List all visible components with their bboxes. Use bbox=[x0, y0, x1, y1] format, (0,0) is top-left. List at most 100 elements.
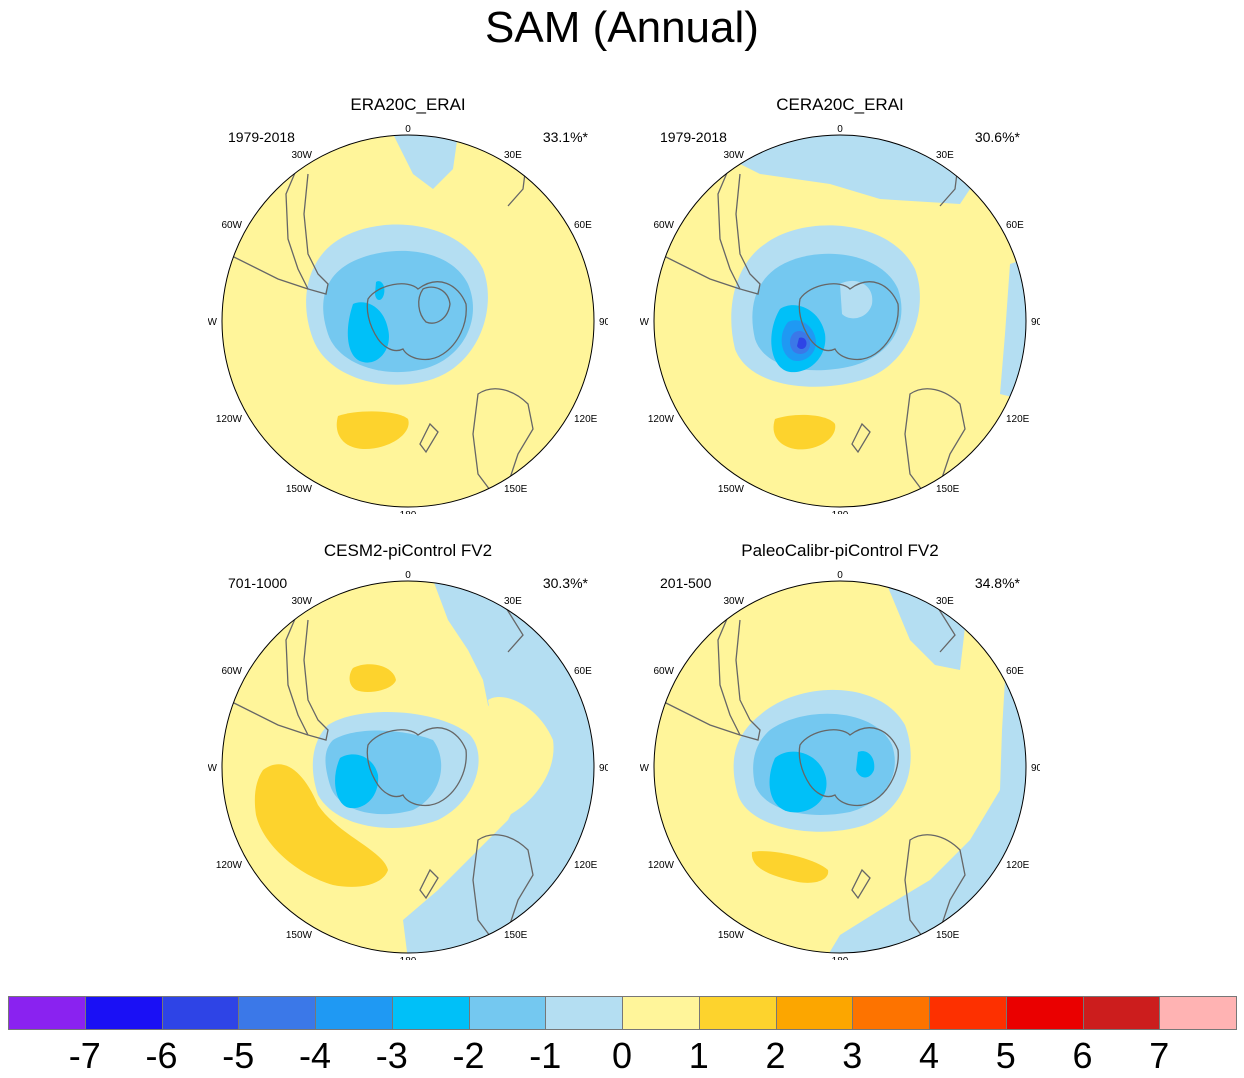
coastlines bbox=[227, 135, 534, 495]
colorbar-box bbox=[698, 996, 777, 1030]
lon-label-0: 0 bbox=[837, 570, 843, 581]
lon-label-180: 180 bbox=[400, 510, 417, 514]
lon-label-0: 0 bbox=[837, 124, 843, 135]
field-0-1-inner bbox=[840, 280, 873, 319]
lon-label-90w: 90W bbox=[208, 763, 218, 774]
colorbar-box bbox=[1082, 996, 1161, 1030]
colorbar-label: -7 bbox=[68, 1035, 101, 1076]
field-neg-1-0 bbox=[1000, 254, 1026, 404]
lon-label-150w: 150W bbox=[718, 484, 745, 495]
field-neg-1-0 bbox=[393, 135, 458, 189]
panel-variance: 34.8%* bbox=[974, 575, 1020, 591]
colorbar-label: -4 bbox=[298, 1035, 331, 1076]
colorbar-label: -5 bbox=[222, 1035, 255, 1076]
lon-label-120e: 120E bbox=[1006, 414, 1030, 425]
lon-label-90e: 90E bbox=[1031, 763, 1040, 774]
colorbar-box bbox=[8, 996, 86, 1030]
lon-label-150e: 150E bbox=[936, 484, 960, 495]
colorbar-label: 6 bbox=[1072, 1035, 1093, 1076]
lon-label-30w: 30W bbox=[723, 596, 744, 607]
colorbar-label: 7 bbox=[1149, 1035, 1170, 1076]
colorbar-label: -1 bbox=[529, 1035, 562, 1076]
colorbar-box bbox=[391, 996, 470, 1030]
panel-title: CESM2-piControl FV2 bbox=[323, 541, 493, 560]
lon-label-120w: 120W bbox=[216, 414, 243, 425]
colorbar-box bbox=[238, 996, 316, 1030]
lon-label-30w: 30W bbox=[291, 150, 312, 161]
lon-label-120w: 120W bbox=[648, 414, 675, 425]
field-neg-3-2 bbox=[769, 751, 827, 813]
field-1-2 bbox=[773, 414, 836, 450]
lon-label-60w: 60W bbox=[221, 666, 242, 677]
lon-label-90e: 90E bbox=[599, 317, 608, 328]
polar-map: 0 30E 60E 90E 120E 150E 180 150W 120W 90… bbox=[208, 124, 608, 514]
lon-label-180: 180 bbox=[832, 956, 849, 960]
field-neg-1-0 bbox=[403, 581, 594, 953]
lon-label-30e: 30E bbox=[504, 596, 522, 607]
field-neg-3-2 bbox=[375, 281, 385, 300]
lon-label-30e: 30E bbox=[504, 150, 522, 161]
lon-label-60w: 60W bbox=[653, 220, 674, 231]
lon-label-60w: 60W bbox=[653, 666, 674, 677]
lon-label-0: 0 bbox=[405, 570, 411, 581]
lon-label-30e: 30E bbox=[936, 596, 954, 607]
colorbar-box bbox=[929, 996, 1007, 1030]
field-1-2 bbox=[751, 851, 829, 883]
map-panel-cera20c: 0 30E 60E 90E 120E 150E 180 150W 120W 90… bbox=[640, 94, 1040, 514]
colorbar-box bbox=[622, 996, 700, 1030]
panel-period: 1979-2018 bbox=[228, 129, 295, 145]
lon-label-60e: 60E bbox=[1006, 666, 1024, 677]
longitude-labels: 0 30E 60E 90E 120E 150E 180 150W 120W 90… bbox=[208, 124, 608, 514]
lon-label-150w: 150W bbox=[286, 484, 313, 495]
colorbar-label: 4 bbox=[918, 1035, 940, 1076]
figure-title: SAM (Annual) bbox=[485, 3, 759, 52]
lon-label-60w: 60W bbox=[221, 220, 242, 231]
longitude-labels: 0 30E 60E 90E 120E 150E 180 150W 120W 90… bbox=[640, 570, 1040, 960]
colorbar-label: 3 bbox=[842, 1035, 863, 1076]
lon-label-30w: 30W bbox=[723, 150, 744, 161]
longitude-labels: 0 30E 60E 90E 120E 150E 180 150W 120W 90… bbox=[208, 570, 608, 960]
lon-label-90e: 90E bbox=[599, 763, 608, 774]
lon-label-30e: 30E bbox=[936, 150, 954, 161]
colorbar-label: -6 bbox=[145, 1035, 178, 1076]
longitude-labels: 0 30E 60E 90E 120E 150E 180 150W 120W 90… bbox=[640, 124, 1040, 514]
field-neg-6-5 bbox=[797, 337, 807, 349]
lon-label-150w: 150W bbox=[286, 930, 313, 941]
lon-label-150e: 150E bbox=[504, 484, 528, 495]
lon-label-30w: 30W bbox=[291, 596, 312, 607]
lon-label-90w: 90W bbox=[640, 763, 650, 774]
field-neg-3-2 bbox=[856, 751, 875, 778]
colorbar-box bbox=[161, 996, 240, 1030]
field-1-2 bbox=[336, 411, 409, 450]
lon-label-120w: 120W bbox=[648, 860, 675, 871]
colorbar-label: 0 bbox=[611, 1035, 633, 1076]
colorbar-box bbox=[852, 996, 930, 1030]
lon-label-150e: 150E bbox=[504, 930, 528, 941]
field-0-1-inner bbox=[483, 696, 554, 820]
polar-map: 0 30E 60E 90E 120E 150E 180 150W 120W 90… bbox=[208, 570, 608, 960]
lon-label-60e: 60E bbox=[1006, 220, 1024, 231]
colorbar-box bbox=[468, 996, 547, 1030]
lon-label-120e: 120E bbox=[1006, 860, 1030, 871]
lon-label-120e: 120E bbox=[574, 414, 598, 425]
field-1-2 bbox=[349, 664, 396, 692]
colorbar-box bbox=[775, 996, 854, 1030]
map-panel-paleocalibr: 0 30E 60E 90E 120E 150E 180 150W 120W 90… bbox=[640, 540, 1040, 960]
colorbar-box bbox=[315, 996, 393, 1030]
lon-label-0: 0 bbox=[405, 124, 411, 135]
lon-label-180: 180 bbox=[400, 956, 417, 960]
colorbar bbox=[8, 996, 1237, 1032]
panel-period: 1979-2018 bbox=[660, 129, 727, 145]
polar-map: 0 30E 60E 90E 120E 150E 180 150W 120W 90… bbox=[640, 124, 1040, 514]
lon-label-90e: 90E bbox=[1031, 317, 1040, 328]
colorbar-box bbox=[1005, 996, 1084, 1030]
lon-label-150w: 150W bbox=[718, 930, 745, 941]
lon-label-90w: 90W bbox=[208, 317, 218, 328]
colorbar-box bbox=[84, 996, 163, 1030]
polar-map: 0 30E 60E 90E 120E 150E 180 150W 120W 90… bbox=[640, 570, 1040, 960]
panel-title: PaleoCalibr-piControl FV2 bbox=[741, 541, 939, 560]
map-panel-era20c: 0 30E 60E 90E 120E 150E 180 150W 120W 90… bbox=[208, 94, 608, 514]
panel-variance: 30.6%* bbox=[974, 129, 1020, 145]
panel-variance: 30.3%* bbox=[542, 575, 588, 591]
panel-variance: 33.1%* bbox=[542, 129, 588, 145]
